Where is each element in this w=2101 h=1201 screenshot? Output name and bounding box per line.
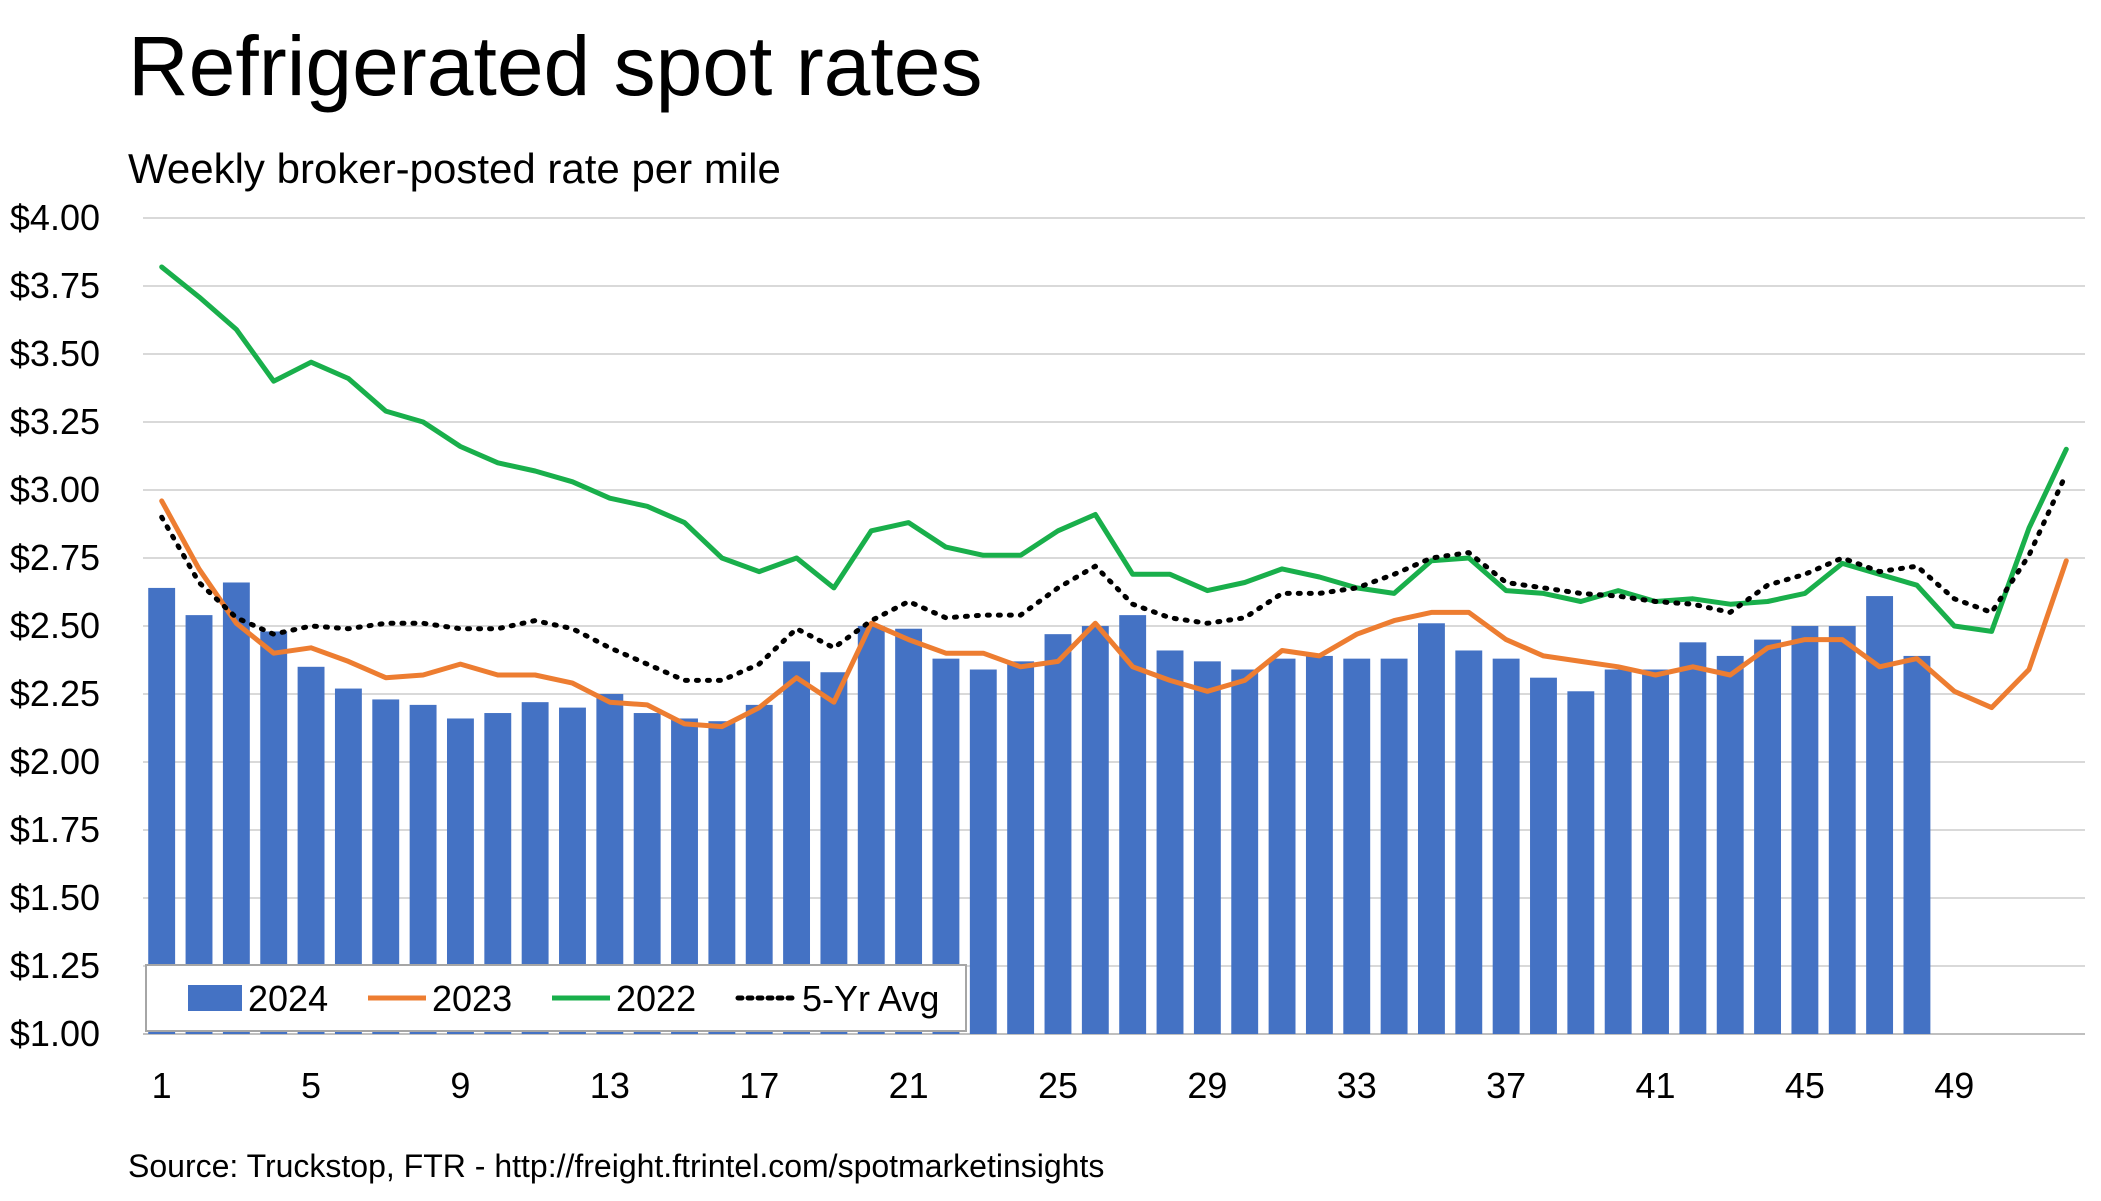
- legend-swatch-2024: [188, 985, 242, 1011]
- chart-subtitle: Weekly broker-posted rate per mile: [128, 145, 781, 192]
- bar-2024-week-37: [1492, 658, 1520, 1034]
- bar-2024-week-23: [969, 669, 997, 1034]
- y-axis-ticks: $1.00 $1.25 $1.50 $1.75 $2.00 $2.25 $2.50 $2.75…: [10, 197, 100, 1054]
- y-tick-label: $2.25: [10, 673, 100, 714]
- x-tick-label: 41: [1635, 1065, 1675, 1106]
- y-tick-label: $3.25: [10, 401, 100, 442]
- bar-2024-week-27: [1119, 615, 1147, 1034]
- legend-label-5yr-avg: 5-Yr Avg: [802, 978, 939, 1019]
- bar-2024-week-35: [1417, 623, 1445, 1034]
- x-tick-label: 49: [1934, 1065, 1974, 1106]
- bar-2024-week-34: [1380, 658, 1408, 1034]
- bar-2024-week-25: [1044, 634, 1072, 1034]
- bar-2024-week-42: [1679, 642, 1707, 1034]
- y-tick-label: $2.00: [10, 741, 100, 782]
- bar-2024-week-39: [1567, 691, 1595, 1034]
- y-tick-label: $2.50: [10, 605, 100, 646]
- bar-2024-week-28: [1156, 650, 1184, 1034]
- line-2023: [159, 498, 2069, 730]
- x-tick-label: 25: [1038, 1065, 1078, 1106]
- y-tick-label: $1.00: [10, 1013, 100, 1054]
- series-2024-bars: [148, 582, 1931, 1034]
- bar-2024-week-48: [1903, 655, 1931, 1034]
- y-tick-label: $4.00: [10, 197, 100, 238]
- bar-2024-week-3: [222, 582, 250, 1034]
- y-tick-label: $3.75: [10, 265, 100, 306]
- y-tick-label: $1.50: [10, 877, 100, 918]
- bar-2024-week-1: [148, 587, 176, 1034]
- x-tick-label: 1: [152, 1065, 172, 1106]
- x-tick-label: 13: [590, 1065, 630, 1106]
- x-tick-label: 17: [739, 1065, 779, 1106]
- y-tick-label: $2.75: [10, 537, 100, 578]
- y-tick-label: $3.00: [10, 469, 100, 510]
- x-tick-label: 29: [1187, 1065, 1227, 1106]
- line-5yr-avg: [159, 471, 2069, 683]
- legend: 2024 2023 2022 5-Yr Avg: [145, 964, 967, 1032]
- x-axis-ticks: 1 5 9 13 17 21 25 29 33 37 41 45 49: [152, 1065, 1975, 1106]
- legend-label-2024: 2024: [248, 978, 328, 1019]
- bar-2024-week-29: [1193, 661, 1221, 1034]
- y-tick-label: $1.25: [10, 945, 100, 986]
- x-tick-label: 45: [1785, 1065, 1825, 1106]
- legend-label-2022: 2022: [616, 978, 696, 1019]
- line-2022: [159, 264, 2069, 634]
- bar-2024-week-46: [1828, 626, 1856, 1034]
- bar-2024-week-32: [1305, 655, 1333, 1034]
- bar-2024-week-40: [1604, 669, 1632, 1034]
- x-tick-label: 37: [1486, 1065, 1526, 1106]
- bar-2024-week-24: [1007, 661, 1035, 1034]
- bar-2024-week-43: [1716, 655, 1744, 1034]
- x-tick-label: 33: [1337, 1065, 1377, 1106]
- y-tick-label: $1.75: [10, 809, 100, 850]
- x-tick-label: 9: [450, 1065, 470, 1106]
- chart-title: Refrigerated spot rates: [128, 19, 983, 113]
- source-note: Source: Truckstop, FTR - http://freight.…: [128, 1148, 1105, 1184]
- bar-2024-week-31: [1268, 658, 1296, 1034]
- bar-2024-week-26: [1081, 626, 1109, 1034]
- bar-2024-week-33: [1343, 658, 1371, 1034]
- bar-2024-week-30: [1231, 669, 1259, 1034]
- legend-label-2023: 2023: [432, 978, 512, 1019]
- bar-2024-week-41: [1642, 669, 1669, 1034]
- y-tick-label: $3.50: [10, 333, 100, 374]
- x-tick-label: 21: [889, 1065, 929, 1106]
- line-series: [159, 264, 2069, 730]
- bar-2024-week-44: [1754, 639, 1782, 1034]
- bar-2024-week-45: [1791, 626, 1819, 1034]
- bar-2024-week-38: [1530, 677, 1557, 1034]
- bar-2024-week-36: [1455, 650, 1483, 1034]
- x-tick-label: 5: [301, 1065, 321, 1106]
